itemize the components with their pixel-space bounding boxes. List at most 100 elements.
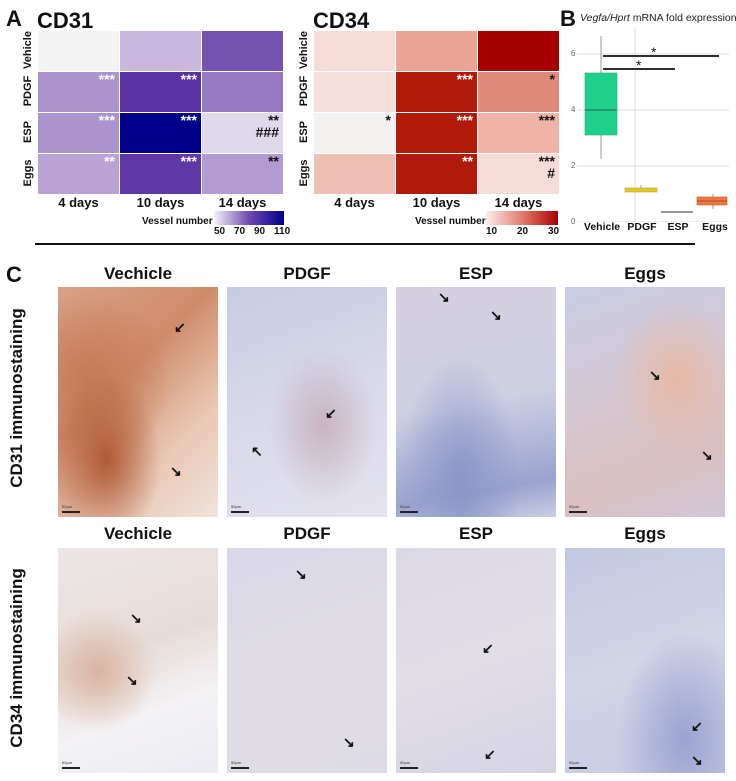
heatmap-cell: * (314, 113, 395, 153)
colorbar-tick: 30 (548, 226, 560, 237)
micrograph-cd31-esp: ↘ ↘ 50μm (396, 287, 556, 517)
row-label: ESP (298, 121, 310, 144)
micrograph-cd31-eggs: ↘ ↘ 50μm (565, 287, 725, 517)
colorbar-tick: 10 (486, 226, 498, 237)
micrograph-cd31-pdgf: ↙ ↖ 50μm (227, 287, 387, 517)
significance-marker: *** (98, 71, 115, 87)
heatmap-cell (202, 31, 283, 71)
significance-marker: ** (104, 153, 115, 169)
panel-b-title-rest: mRNA fold expression (629, 12, 736, 24)
column-label: 4 days (334, 195, 375, 210)
colorbar-tick: 90 (254, 226, 266, 237)
scale-bar: 50μm (231, 760, 249, 769)
y-tick-4: 4 (571, 105, 576, 114)
micrograph-cd34-pdgf: ↘ ↘ 50μm (227, 548, 387, 773)
heatmap-cell: ** (38, 154, 119, 194)
c-row-cd34: CD34 immunostaining (7, 568, 26, 748)
arrow-icon: ↙ (482, 640, 494, 656)
cd31-legend-label: Vessel number (142, 216, 213, 227)
column-label: 10 days (136, 195, 185, 210)
y-tick-2: 2 (571, 161, 576, 170)
arrow-icon: ↘ (170, 463, 182, 479)
significance-marker: *** (538, 112, 555, 128)
colorbar-tick: 70 (234, 226, 246, 237)
arrow-icon: ↘ (438, 289, 450, 305)
scale-bar: 50μm (400, 504, 418, 513)
c-col-vehicle-1: Vechicle (103, 264, 173, 283)
heatmap-cell (396, 31, 477, 71)
scale-bar: 50μm (62, 760, 80, 769)
c-row-cd31: CD31 immunostaining (7, 308, 26, 488)
significance-marker: ** (268, 153, 279, 169)
colorbar-tick: 50 (214, 226, 226, 237)
arrow-icon: ↙ (174, 319, 186, 335)
c-col-esp-1: ESP (458, 264, 494, 283)
cd31-colorbar (214, 211, 284, 225)
micrograph-cd34-vehicle: ↘ ↘ 50μm (58, 548, 218, 773)
significance-marker: * (549, 71, 555, 87)
significance-marker: *** # (538, 153, 555, 181)
row-label: Eggs (298, 159, 310, 187)
row-label: Vehicle (298, 31, 310, 69)
significance-marker: *** (98, 112, 115, 128)
row-label: PDGF (298, 75, 310, 107)
heatmap-cell: ** (396, 154, 477, 194)
heatmap-cell (478, 31, 559, 71)
column-label: 14 days (218, 195, 267, 210)
panel-b-title: Vegfa/Hprt mRNA fold expression (580, 12, 736, 24)
heatmap-cell: *** (478, 113, 559, 153)
arrow-icon: ↘ (295, 566, 307, 582)
heatmap-cell (314, 31, 395, 71)
heatmap-cell: *** (120, 154, 201, 194)
colorbar-tick: 20 (517, 226, 529, 237)
arrow-icon: ↘ (490, 307, 502, 323)
x-cat-pdgf: PDGF (627, 221, 657, 233)
arrow-icon: ↙ (484, 746, 496, 762)
arrow-icon: ↘ (130, 610, 142, 626)
heatmap-cell (202, 72, 283, 112)
heatmap-cell: *** (38, 72, 119, 112)
significance-marker: ** (462, 153, 473, 169)
significance-marker: *** (456, 112, 473, 128)
y-tick-6: 6 (571, 49, 576, 58)
cd34-legend-label: Vessel number (415, 216, 486, 227)
column-label: 14 days (494, 195, 543, 210)
cd34-title: CD34 (313, 8, 370, 33)
significance-marker: * (385, 112, 391, 128)
arrow-icon: ↘ (691, 752, 703, 768)
row-label: ESP (22, 121, 34, 144)
heatmap-cell (314, 72, 395, 112)
heatmap-cell (38, 31, 119, 71)
significance-marker: *** (456, 71, 473, 87)
heatmap-cell: *** (396, 72, 477, 112)
colorbar-tick: 110 (274, 226, 291, 237)
cd34-colorbar (486, 211, 558, 225)
panel-b-letter: B (560, 6, 576, 31)
c-col-eggs-1: Eggs (624, 264, 666, 283)
arrow-icon: ↙ (691, 718, 703, 734)
significance-marker: ** ### (255, 112, 279, 140)
section-divider (35, 243, 695, 245)
scale-bar: 50μm (569, 760, 587, 769)
heatmap-cell (120, 31, 201, 71)
arrow-icon: ↘ (126, 672, 138, 688)
c-col-pdgf-2: PDGF (283, 524, 331, 543)
panel-b-title-gene: Vegfa/Hprt (580, 12, 630, 24)
boxplot-area (563, 28, 729, 223)
arrow-icon: ↘ (701, 447, 713, 463)
y-tick-0: 0 (571, 217, 576, 226)
x-cat-vehicle: Vehicle (583, 221, 621, 233)
arrow-icon: ↖ (251, 443, 263, 459)
significance-marker: *** (180, 71, 197, 87)
micrograph-cd31-vehicle: ↙ ↘ 50μm (58, 287, 218, 517)
arrow-icon: ↙ (325, 405, 337, 421)
arrow-icon: ↘ (649, 367, 661, 383)
box-eggs (696, 194, 728, 209)
x-cat-esp: ESP (667, 221, 689, 233)
scale-bar: 50μm (400, 760, 418, 769)
x-cat-eggs: Eggs (702, 221, 728, 233)
heatmap-cell: *** (120, 72, 201, 112)
heatmap-cell: ** (202, 154, 283, 194)
column-label: 4 days (58, 195, 99, 210)
cd34-heatmap: *** * * *** *** ** *** # (314, 31, 559, 194)
